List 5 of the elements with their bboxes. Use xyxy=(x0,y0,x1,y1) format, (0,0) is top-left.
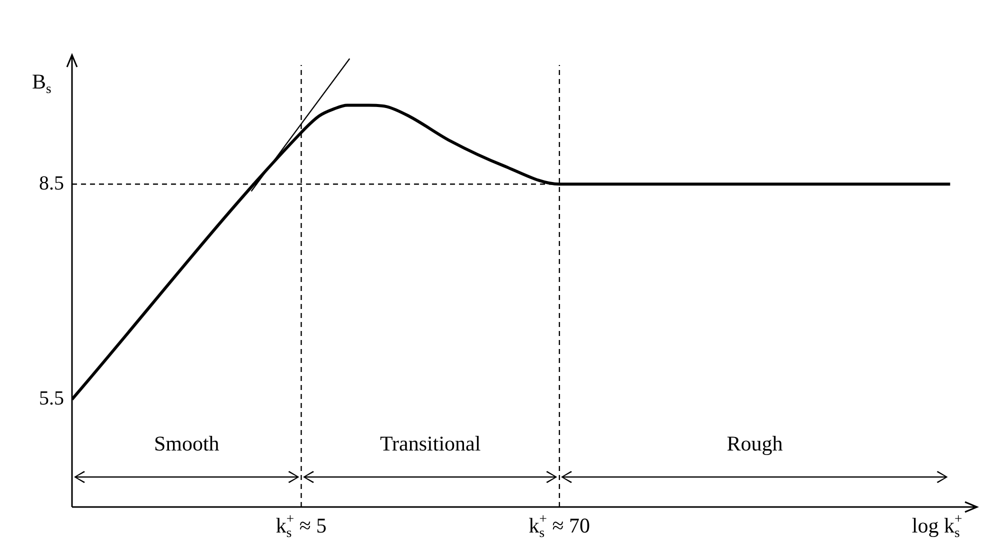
y-tick-label: 8.5 xyxy=(39,172,64,194)
y-tick-label: 5.5 xyxy=(39,388,64,410)
annotation: Smooth xyxy=(154,432,220,456)
annotation: Transitional xyxy=(380,432,481,456)
annotation: Rough xyxy=(726,432,784,456)
